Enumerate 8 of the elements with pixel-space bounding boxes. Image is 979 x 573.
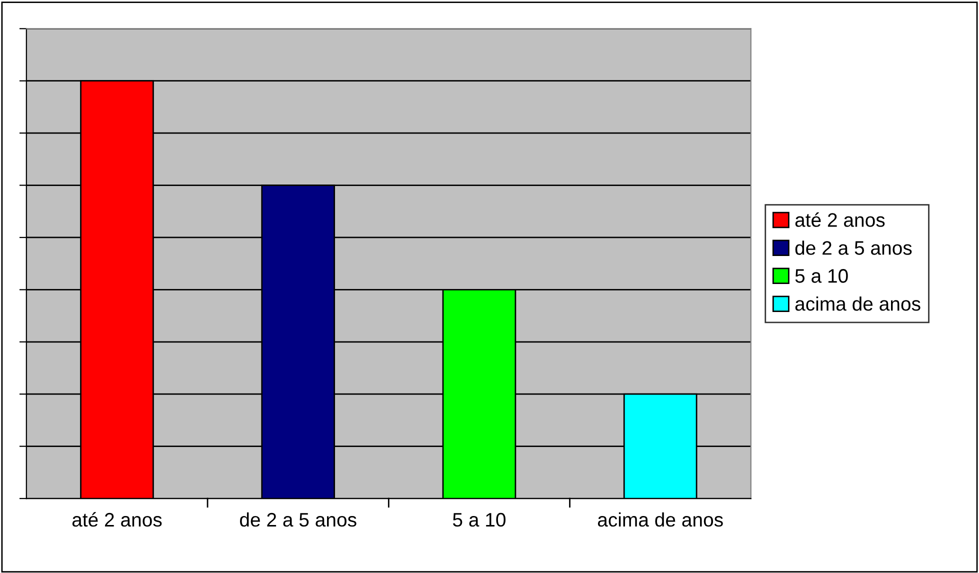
x-tick-label: 5 a 10 — [452, 512, 506, 527]
legend-label: 5 a 10 — [795, 269, 848, 283]
legend-label: de 2 a 5 anos — [795, 240, 912, 255]
legend-label: acima de anos — [795, 296, 920, 311]
x-tick-label: até 2 anos — [72, 512, 162, 527]
x-tick-label: de 2 a 5 anos — [240, 512, 356, 527]
x-tick-label: acima de anos — [598, 512, 723, 527]
legend-label: até 2 anos — [795, 212, 885, 227]
